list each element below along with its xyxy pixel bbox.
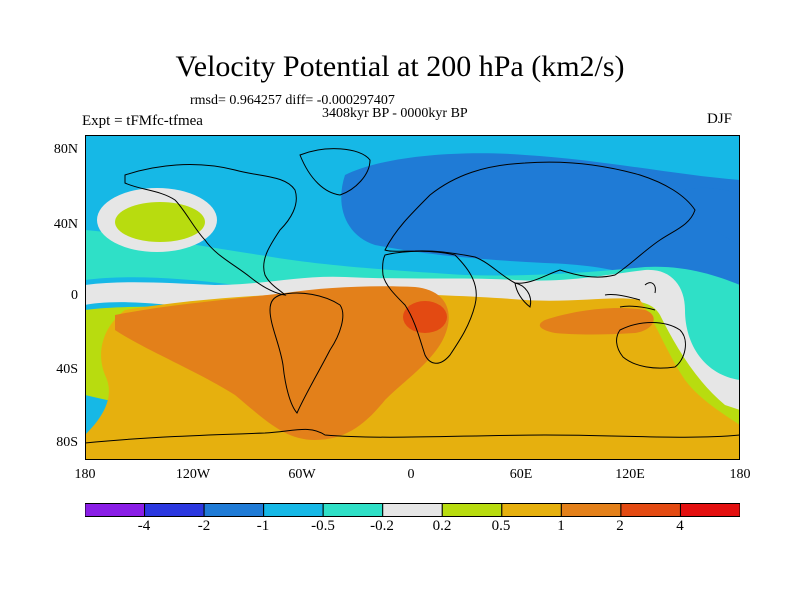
colorbar-label-9: 2 <box>616 518 624 534</box>
coast-maritime <box>604 282 656 311</box>
map-frame <box>85 135 740 460</box>
coast-australia <box>616 322 686 369</box>
season-label: DJF <box>707 111 733 127</box>
colorbar-box-9 <box>560 503 622 517</box>
lon-label-180e: 180 <box>729 467 751 482</box>
field-negative-eurasia <box>341 153 740 365</box>
colorbar-box-11 <box>679 503 740 517</box>
experiment-label: Expt = tFMfc-tfmea <box>82 113 203 129</box>
field-pacific-core <box>115 202 205 242</box>
colorbar-label-10: 4 <box>676 518 684 534</box>
lat-label-40s: 40S <box>56 362 78 377</box>
colorbar-box-4 <box>263 503 324 517</box>
colorbar-label-1: -4 <box>137 518 151 534</box>
lon-label-0: 0 <box>407 467 415 482</box>
field-negative-small <box>685 187 740 245</box>
colorbar-label-8: 1 <box>557 518 565 534</box>
colorbar-label-4: -0.5 <box>311 518 335 534</box>
lat-label-80s: 80S <box>56 435 78 450</box>
lon-label-60w: 60W <box>288 467 316 482</box>
field-red-africa <box>403 301 447 333</box>
colorbar-label-5: -0.2 <box>370 518 394 534</box>
field-orange-south-atlantic <box>115 286 449 440</box>
map-title: Velocity Potential at 200 hPa (km2/s) <box>175 50 625 83</box>
colorbar-label-2: -2 <box>197 518 211 534</box>
stats-text: rmsd= 0.964257 diff= -0.000297407 <box>190 93 395 108</box>
lon-label-60e: 60E <box>509 467 533 482</box>
colorbar-label-3: -1 <box>256 518 270 534</box>
period-text: 3408kyr BP - 0000kyr BP <box>322 106 468 121</box>
colorbar <box>85 503 740 517</box>
colorbar-label-6: 0.2 <box>432 518 452 534</box>
colorbar-box-6 <box>382 503 443 517</box>
colorbar-box-7 <box>441 503 503 517</box>
velocity-potential-map <box>85 135 740 460</box>
lon-label-180w: 180 <box>74 467 96 482</box>
lat-label-40n: 40N <box>53 217 78 232</box>
colorbar-box-3 <box>203 503 265 517</box>
field-teal-band <box>85 230 740 385</box>
coast-africa <box>382 250 477 364</box>
lon-label-120w: 120W <box>175 467 211 482</box>
coast-antarctica <box>85 428 740 444</box>
colorbar-box-1 <box>85 503 146 517</box>
colorbar-box-2 <box>144 503 205 517</box>
coast-north-america <box>124 164 297 296</box>
colorbar-box-8 <box>501 503 562 517</box>
colorbar-box-5 <box>322 503 384 517</box>
colorbar-box-10 <box>620 503 681 517</box>
lat-label-0: 0 <box>71 288 78 303</box>
lat-label-80n: 80N <box>53 142 78 157</box>
coastlines <box>85 148 740 444</box>
colorbar-label-7: 0.5 <box>491 518 511 534</box>
coast-india <box>514 282 532 308</box>
coast-eurasia <box>384 161 696 284</box>
coast-south-america <box>269 292 344 414</box>
coast-greenland <box>299 148 371 196</box>
lon-label-120e: 120E <box>615 467 645 482</box>
